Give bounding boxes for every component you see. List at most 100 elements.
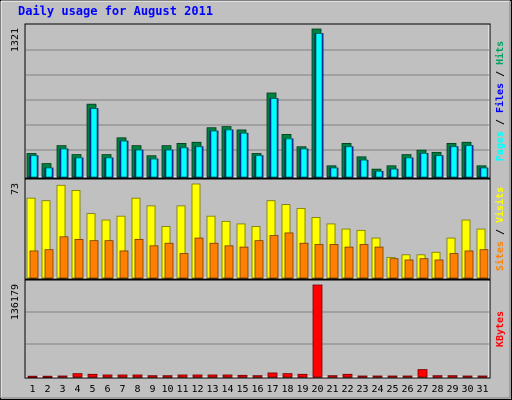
sites-bar (209, 242, 219, 279)
legend-separator: / (495, 65, 506, 83)
x-tick-label: 22 (341, 384, 353, 395)
pages-bar (480, 167, 488, 178)
sites-bar (239, 246, 249, 279)
kbytes-bar (27, 375, 38, 378)
pages-bar (240, 132, 248, 178)
x-tick-label: 6 (104, 384, 110, 395)
x-tick-label: 16 (251, 384, 263, 395)
pages-bar (360, 159, 368, 178)
sites-bar (359, 244, 369, 279)
legend-visits: Visits (494, 187, 506, 223)
legend-separator: / (495, 223, 506, 241)
kbytes-bar (417, 369, 428, 378)
sites-bar (479, 249, 489, 279)
pages-bar (30, 155, 38, 178)
x-tick-label: 24 (371, 384, 383, 395)
chart-panels: 1321 Pages / Files / Hits 73 Sites / Visits… (10, 23, 506, 379)
kbytes-bar (357, 375, 368, 378)
sites-bar (419, 258, 429, 279)
x-tick-label: 20 (311, 384, 323, 395)
pages-bar (210, 130, 218, 178)
sites-bar (104, 240, 114, 279)
panel-1: 1321 Pages / Files / Hits (10, 23, 506, 179)
pages-bar (225, 129, 233, 178)
pages-bar (345, 146, 353, 178)
sites-bar (224, 245, 234, 279)
kbytes-bar (57, 375, 68, 378)
pages-bar (150, 158, 158, 178)
kbytes-bar (267, 372, 278, 378)
sites-bar (149, 245, 159, 279)
pages-bar (450, 146, 458, 178)
sites-bar (119, 250, 129, 279)
sites-bar (164, 242, 174, 279)
legend-kbytes: KBytes (495, 311, 506, 347)
x-tick-label: 12 (191, 384, 203, 395)
kbytes-bar (132, 374, 143, 378)
x-tick-label: 9 (149, 384, 155, 395)
legend-files: Files (494, 83, 506, 113)
sites-bar (374, 246, 384, 279)
kbytes-bar (102, 374, 113, 378)
sites-bar (464, 250, 474, 279)
series-legend: Sites / Visits (494, 187, 506, 271)
x-tick-label: 26 (401, 384, 413, 395)
pages-bar (285, 138, 293, 178)
sites-bar (329, 244, 339, 279)
kbytes-bar (402, 375, 413, 378)
kbytes-bar (237, 374, 248, 378)
legend-pages: Pages (495, 131, 506, 161)
pages-bar (75, 157, 83, 178)
sites-bar (59, 236, 69, 279)
sites-bar (44, 249, 54, 279)
x-tick-label: 17 (266, 384, 278, 395)
series-legend: KBytes (495, 311, 506, 347)
pages-bar (180, 147, 188, 178)
pages-bar (195, 146, 203, 178)
pages-bar (435, 155, 443, 178)
kbytes-bar (312, 284, 323, 378)
sites-bar (29, 250, 39, 279)
y-max-label: 136179 (10, 284, 21, 320)
legend-hits: Hits (494, 41, 506, 65)
kbytes-bar (222, 374, 233, 378)
legend-sites: Sites (494, 241, 506, 271)
pages-bar (420, 153, 428, 178)
x-tick-label: 23 (356, 384, 368, 395)
kbytes-bar (297, 373, 308, 378)
sites-bar (404, 259, 414, 279)
x-tick-label: 30 (461, 384, 473, 395)
pages-bar (465, 145, 473, 178)
x-tick-label: 14 (221, 384, 233, 395)
x-tick-labels: 1 2 3 4 5 6 7 8 9 10 11 12 13 14 15 16 17 18 19 20 21 22 23 24 2… (29, 384, 488, 395)
pages-bar (405, 157, 413, 178)
kbytes-bar (462, 375, 473, 378)
x-tick-label: 15 (236, 384, 248, 395)
kbytes-bar (387, 375, 398, 378)
x-tick-label: 10 (161, 384, 173, 395)
kbytes-bar (42, 375, 53, 378)
pages-bar (270, 98, 278, 178)
kbytes-bar (192, 374, 203, 378)
x-tick-label: 7 (119, 384, 125, 395)
sites-bar (254, 240, 264, 279)
kbytes-bar (177, 374, 188, 378)
pages-bar (165, 149, 173, 178)
kbytes-bar (252, 375, 263, 378)
x-tick-label: 3 (59, 384, 65, 395)
x-tick-label: 29 (446, 384, 458, 395)
kbytes-bar (147, 375, 158, 378)
x-tick-label: 28 (431, 384, 443, 395)
pages-bar (120, 140, 128, 178)
pages-bar (330, 167, 338, 178)
sites-bar (314, 244, 324, 279)
pages-bar (255, 155, 263, 178)
sites-bar (434, 259, 444, 279)
sites-bar (269, 235, 279, 279)
y-max-label: 1321 (10, 28, 21, 52)
pages-bar (90, 108, 98, 178)
kbytes-bar (72, 373, 83, 378)
sites-bar (389, 258, 399, 279)
sites-bar (449, 253, 459, 279)
